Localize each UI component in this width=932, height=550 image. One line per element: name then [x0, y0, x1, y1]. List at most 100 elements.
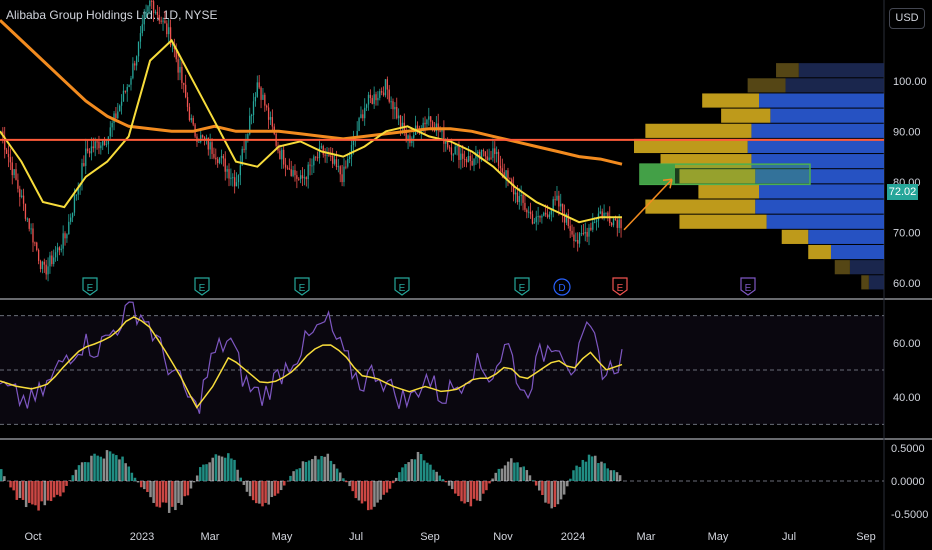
histogram-bar	[506, 461, 510, 481]
candle-body	[441, 129, 443, 132]
histogram-bar	[447, 481, 451, 486]
x-axis-label: Oct	[24, 531, 41, 543]
candle-body	[36, 242, 38, 250]
candle-body	[443, 129, 445, 144]
candle-body	[522, 194, 524, 203]
candle-body	[156, 11, 159, 15]
candle-body	[307, 164, 309, 180]
histogram-bar	[217, 455, 221, 481]
histogram-bar	[18, 481, 22, 499]
histogram-bar	[435, 471, 438, 481]
candle-body	[609, 216, 611, 224]
histogram-bar	[21, 481, 25, 500]
volume-profile-up-bar	[755, 169, 884, 184]
candle-body	[343, 166, 345, 183]
annotation-arrow-head	[662, 178, 673, 189]
histogram-bar	[426, 462, 429, 481]
candle-body	[388, 89, 390, 102]
candle-body	[85, 148, 87, 166]
candle-body	[70, 217, 72, 222]
histogram-bar	[195, 475, 199, 481]
candle-body	[552, 199, 554, 210]
histogram-bar	[606, 468, 609, 481]
histogram-bar	[227, 453, 230, 481]
candle-body	[588, 227, 590, 237]
candle-body	[294, 170, 296, 176]
candle-body	[486, 156, 488, 161]
histogram-bar	[239, 477, 242, 481]
histogram-bar	[587, 454, 591, 481]
candle-body	[605, 212, 607, 214]
histogram-bar	[96, 455, 99, 481]
event-marker-label: E	[745, 283, 752, 294]
candle-body	[488, 157, 490, 161]
candle-body	[15, 169, 17, 180]
candle-body	[11, 162, 13, 176]
candle-body	[290, 169, 292, 177]
candle-body	[281, 149, 283, 160]
volume-profile-up-bar	[868, 275, 884, 290]
currency-selector[interactable]: USD	[889, 8, 925, 29]
candle-body	[445, 141, 447, 144]
candle-body	[365, 104, 368, 108]
candle-body	[54, 252, 57, 258]
histogram-bar	[363, 481, 367, 502]
candle-body	[416, 125, 419, 129]
candle-body	[215, 157, 217, 160]
histogram-bar	[192, 481, 196, 483]
candle-body	[484, 151, 487, 157]
candle-body	[81, 163, 83, 184]
histogram-bar	[43, 481, 47, 506]
candle-body	[298, 178, 300, 180]
histogram-bar	[603, 463, 606, 481]
histogram-bar	[292, 471, 295, 481]
candle-body	[24, 203, 27, 219]
candle-body	[92, 146, 94, 149]
histogram-bar	[49, 481, 53, 502]
histogram-bar	[463, 481, 466, 504]
candle-body	[490, 157, 492, 159]
histogram-bar	[547, 481, 550, 504]
candle-body	[592, 222, 594, 230]
candle-body	[45, 264, 47, 275]
histogram-bar	[171, 481, 174, 507]
candle-body	[90, 146, 93, 154]
histogram-bar	[304, 461, 308, 481]
histogram-bar	[273, 481, 277, 496]
candle-body	[235, 182, 238, 187]
x-axis-label: Jul	[349, 531, 363, 543]
volume-profile-down-bar	[861, 275, 869, 290]
candle-body	[533, 222, 536, 224]
histogram-bar	[127, 466, 131, 481]
candle-body	[21, 195, 23, 197]
candle-body	[460, 153, 462, 160]
histogram-bar	[354, 481, 358, 499]
earnings-marker	[514, 277, 530, 296]
histogram-bar	[460, 481, 463, 502]
histogram-bar	[450, 481, 454, 490]
candle-body	[100, 145, 102, 149]
histogram-bar	[59, 481, 62, 497]
candle-body	[311, 165, 313, 167]
histogram-bar	[572, 470, 575, 481]
candle-body	[218, 157, 221, 163]
candle-body	[252, 101, 255, 116]
candle-body	[318, 147, 321, 158]
histogram-bar	[342, 478, 345, 481]
candle-body	[601, 211, 603, 218]
histogram-bar	[472, 481, 476, 499]
candle-body	[30, 228, 32, 230]
candle-body	[396, 106, 398, 119]
candle-body	[384, 79, 387, 96]
volume-profile-down-bar	[834, 260, 850, 275]
candle-body	[47, 266, 49, 275]
histogram-bar	[519, 467, 522, 481]
histogram-bar	[46, 481, 50, 501]
candle-body	[595, 220, 598, 223]
histogram-bar	[398, 472, 401, 481]
candle-body	[103, 140, 106, 145]
candle-body	[249, 115, 251, 135]
x-axis-label: Mar	[201, 531, 220, 543]
